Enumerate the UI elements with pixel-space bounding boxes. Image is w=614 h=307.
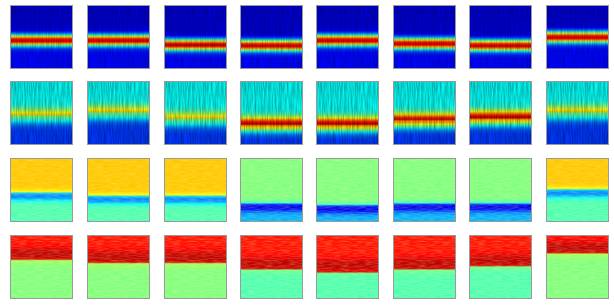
heatmap-tile: [164, 81, 227, 145]
heatmap-tile: [546, 158, 609, 222]
heatmap-tile: [87, 158, 150, 222]
heatmap-tile: [546, 81, 609, 145]
heatmap-tile: [393, 235, 456, 299]
tile-noise: [87, 235, 150, 299]
tile-noise: [164, 158, 227, 222]
heatmap-tile: [316, 5, 379, 69]
heatmap-tile: [240, 235, 303, 299]
tile-noise: [164, 81, 227, 145]
heatmap-tile: [164, 235, 227, 299]
heatmap-tile: [469, 235, 532, 299]
tile-noise: [87, 81, 150, 145]
tile-noise: [469, 5, 532, 69]
tile-noise: [546, 158, 609, 222]
tile-noise: [316, 235, 379, 299]
heatmap-tile: [240, 81, 303, 145]
tile-noise: [87, 5, 150, 69]
heatmap-tile: [469, 81, 532, 145]
heatmap-tile: [10, 81, 73, 145]
tile-noise: [240, 81, 303, 145]
tile-noise: [316, 81, 379, 145]
tile-noise: [10, 5, 73, 69]
heatmap-tile: [316, 158, 379, 222]
tile-noise: [469, 158, 532, 222]
heatmap-tile: [164, 5, 227, 69]
tile-noise: [240, 158, 303, 222]
tile-noise: [469, 81, 532, 145]
tile-noise: [393, 5, 456, 69]
tile-noise: [393, 158, 456, 222]
heatmap-tile: [316, 235, 379, 299]
heatmap-tile: [87, 235, 150, 299]
tile-noise: [10, 81, 73, 145]
heatmap-tile: [10, 158, 73, 222]
tile-noise: [393, 81, 456, 145]
heatmap-tile: [87, 81, 150, 145]
tile-noise: [316, 158, 379, 222]
tile-noise: [546, 81, 609, 145]
heatmap-tile: [87, 5, 150, 69]
tile-noise: [87, 158, 150, 222]
heatmap-tile: [10, 5, 73, 69]
tile-noise: [164, 5, 227, 69]
tile-noise: [240, 235, 303, 299]
heatmap-tile: [469, 5, 532, 69]
heatmap-tile: [469, 158, 532, 222]
heatmap-tile: [240, 158, 303, 222]
heatmap-tile: [10, 235, 73, 299]
tile-noise: [546, 235, 609, 299]
heatmap-tile: [164, 158, 227, 222]
heatmap-tile: [393, 158, 456, 222]
heatmap-tile: [393, 81, 456, 145]
heatmap-tile: [316, 81, 379, 145]
tile-noise: [546, 5, 609, 69]
tile-noise: [10, 235, 73, 299]
tile-noise: [316, 5, 379, 69]
tile-noise: [164, 235, 227, 299]
heatmap-tile: [546, 5, 609, 69]
tile-noise: [393, 235, 456, 299]
heatmap-tile: [240, 5, 303, 69]
tile-noise: [240, 5, 303, 69]
heatmap-tile: [393, 5, 456, 69]
tile-noise: [469, 235, 532, 299]
heatmap-tile: [546, 235, 609, 299]
tile-noise: [10, 158, 73, 222]
